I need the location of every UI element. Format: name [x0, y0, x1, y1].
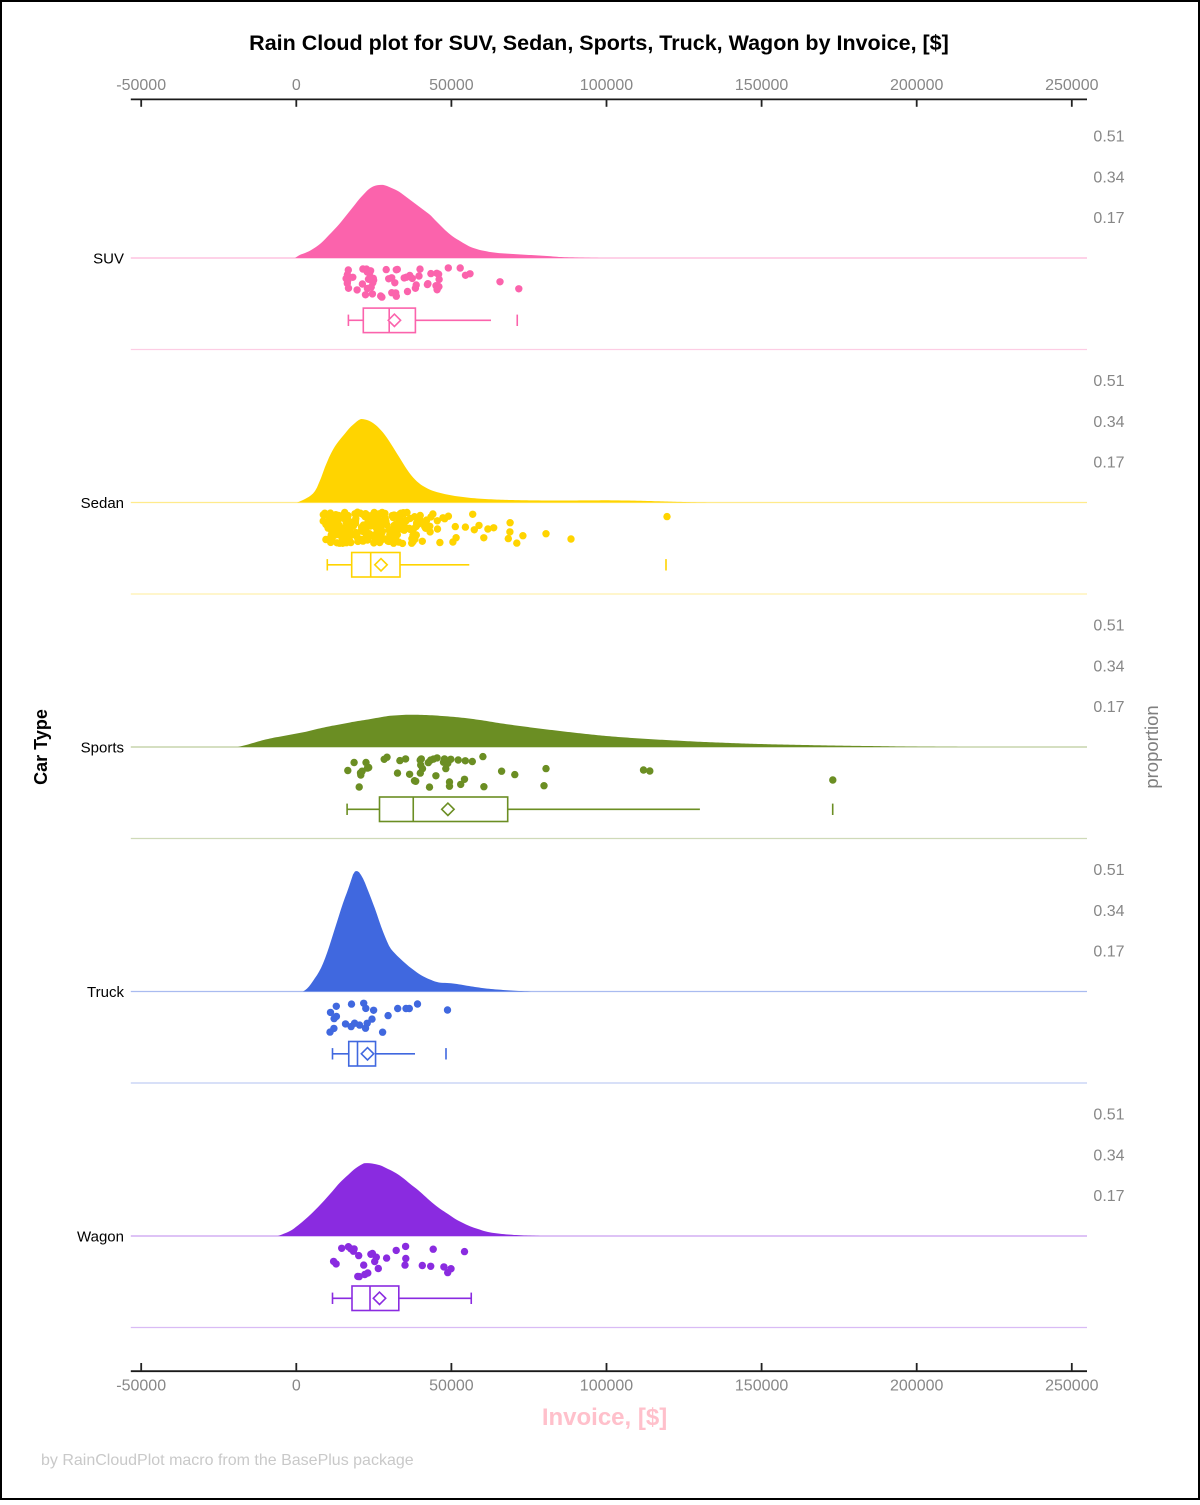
svg-text:Sports: Sports: [81, 740, 124, 757]
svg-text:0.34: 0.34: [1093, 1147, 1124, 1164]
svg-text:-50000: -50000: [116, 77, 166, 94]
svg-text:0.17: 0.17: [1093, 943, 1124, 960]
svg-text:200000: 200000: [890, 77, 943, 94]
svg-text:-50000: -50000: [116, 1378, 166, 1395]
svg-text:100000: 100000: [580, 1378, 633, 1395]
svg-text:0.34: 0.34: [1093, 414, 1124, 431]
svg-text:0: 0: [292, 1378, 301, 1395]
svg-text:Rain Cloud plot for SUV, Sedan: Rain Cloud plot for SUV, Sedan, Sports, …: [249, 31, 949, 55]
svg-text:0.34: 0.34: [1093, 169, 1124, 186]
svg-text:50000: 50000: [429, 1378, 474, 1395]
svg-text:0.51: 0.51: [1093, 618, 1124, 635]
svg-text:50000: 50000: [429, 77, 474, 94]
svg-text:150000: 150000: [735, 77, 788, 94]
svg-text:0.51: 0.51: [1093, 129, 1124, 146]
svg-text:250000: 250000: [1045, 77, 1098, 94]
svg-text:proportion: proportion: [1141, 705, 1162, 788]
svg-text:250000: 250000: [1045, 1378, 1098, 1395]
svg-text:0.51: 0.51: [1093, 1107, 1124, 1124]
svg-text:0: 0: [292, 77, 301, 94]
svg-text:SUV: SUV: [93, 251, 124, 268]
svg-text:0.17: 0.17: [1093, 1188, 1124, 1205]
svg-text:0.51: 0.51: [1093, 373, 1124, 390]
svg-text:Sedan: Sedan: [81, 495, 124, 512]
svg-text:Invoice, [$]: Invoice, [$]: [542, 1404, 667, 1431]
svg-text:Truck: Truck: [87, 984, 124, 1001]
svg-text:0.34: 0.34: [1093, 658, 1124, 675]
svg-text:by RainCloudPlot macro from th: by RainCloudPlot macro from the BasePlus…: [41, 1452, 414, 1469]
svg-text:Wagon: Wagon: [77, 1229, 124, 1246]
svg-text:200000: 200000: [890, 1378, 943, 1395]
svg-text:0.34: 0.34: [1093, 903, 1124, 920]
svg-text:0.51: 0.51: [1093, 862, 1124, 879]
svg-text:150000: 150000: [735, 1378, 788, 1395]
svg-text:0.17: 0.17: [1093, 699, 1124, 716]
svg-text:0.17: 0.17: [1093, 454, 1124, 471]
svg-text:100000: 100000: [580, 77, 633, 94]
svg-text:0.17: 0.17: [1093, 210, 1124, 227]
svg-text:Car Type: Car Type: [31, 709, 51, 785]
